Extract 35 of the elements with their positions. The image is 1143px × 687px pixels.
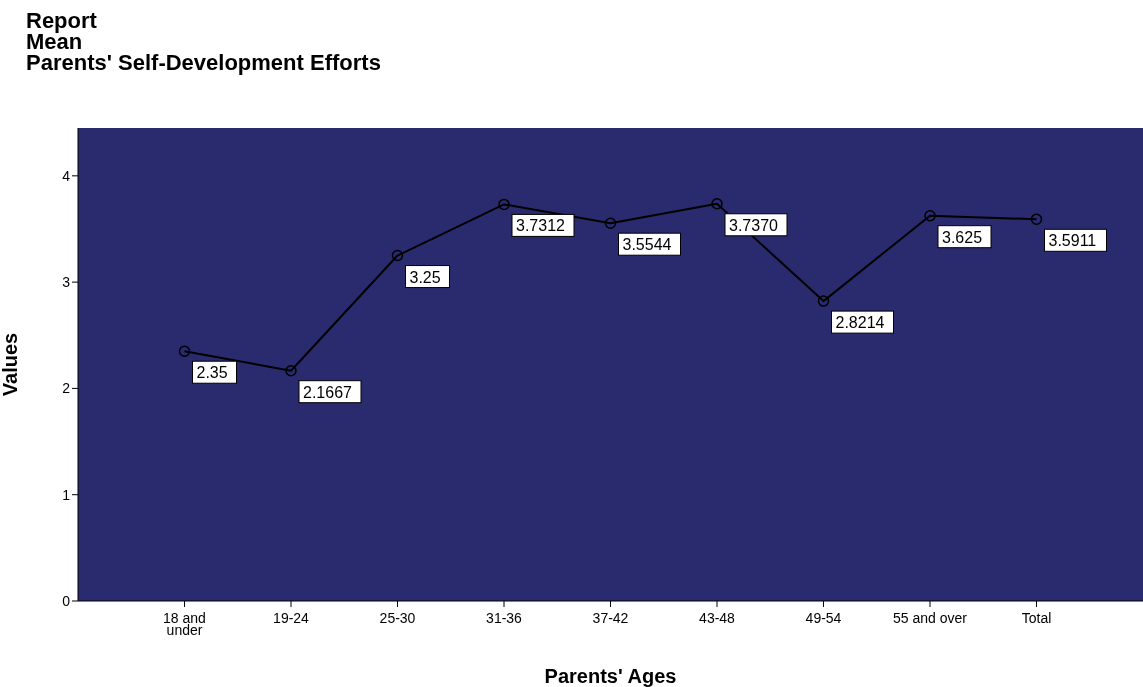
point (711, 198, 723, 210)
point (285, 364, 297, 377)
x-axis-title: Parents' Ages (544, 665, 677, 687)
data-label: 3.5544 (622, 236, 672, 254)
y-tick-label: 4 (62, 167, 71, 184)
point (924, 209, 936, 222)
x-tick-label: 37-42 (592, 610, 629, 626)
chart-title: Report Mean Parents' Self-Development Efforts (26, 8, 381, 75)
data-label: 3.7370 (729, 216, 779, 234)
data-label: 2.35 (196, 364, 228, 382)
point (391, 249, 404, 262)
x-tick-label: 19-24 (273, 610, 310, 626)
data-label: 2.8214 (835, 314, 885, 332)
y-tick-label: 3 (62, 274, 71, 291)
x-tick-label: 31-36 (486, 610, 523, 626)
y-tick-label: 2 (62, 380, 71, 397)
data-label: 2.1667 (303, 383, 353, 401)
y-tick-label: 1 (62, 486, 71, 503)
data-label: 3.7312 (516, 217, 566, 235)
point (498, 198, 510, 211)
data-label: 3.25 (409, 268, 441, 286)
y-axis-title: Values (0, 332, 22, 397)
point (1030, 213, 1043, 226)
x-tick-label: 55 and over (893, 610, 968, 626)
x-tick-label: Total (1021, 610, 1052, 626)
x-tick-label: 49-54 (805, 610, 842, 626)
point (178, 345, 191, 357)
data-label: 3.625 (942, 228, 983, 246)
point (604, 217, 617, 229)
y-tick-label: 0 (62, 592, 71, 609)
x-tick-label: 18 and under (163, 610, 206, 638)
x-tick-label: 25-30 (379, 610, 416, 626)
point (817, 295, 830, 307)
x-tick-label: 43-48 (699, 610, 736, 626)
data-label: 3.5911 (1048, 232, 1097, 250)
